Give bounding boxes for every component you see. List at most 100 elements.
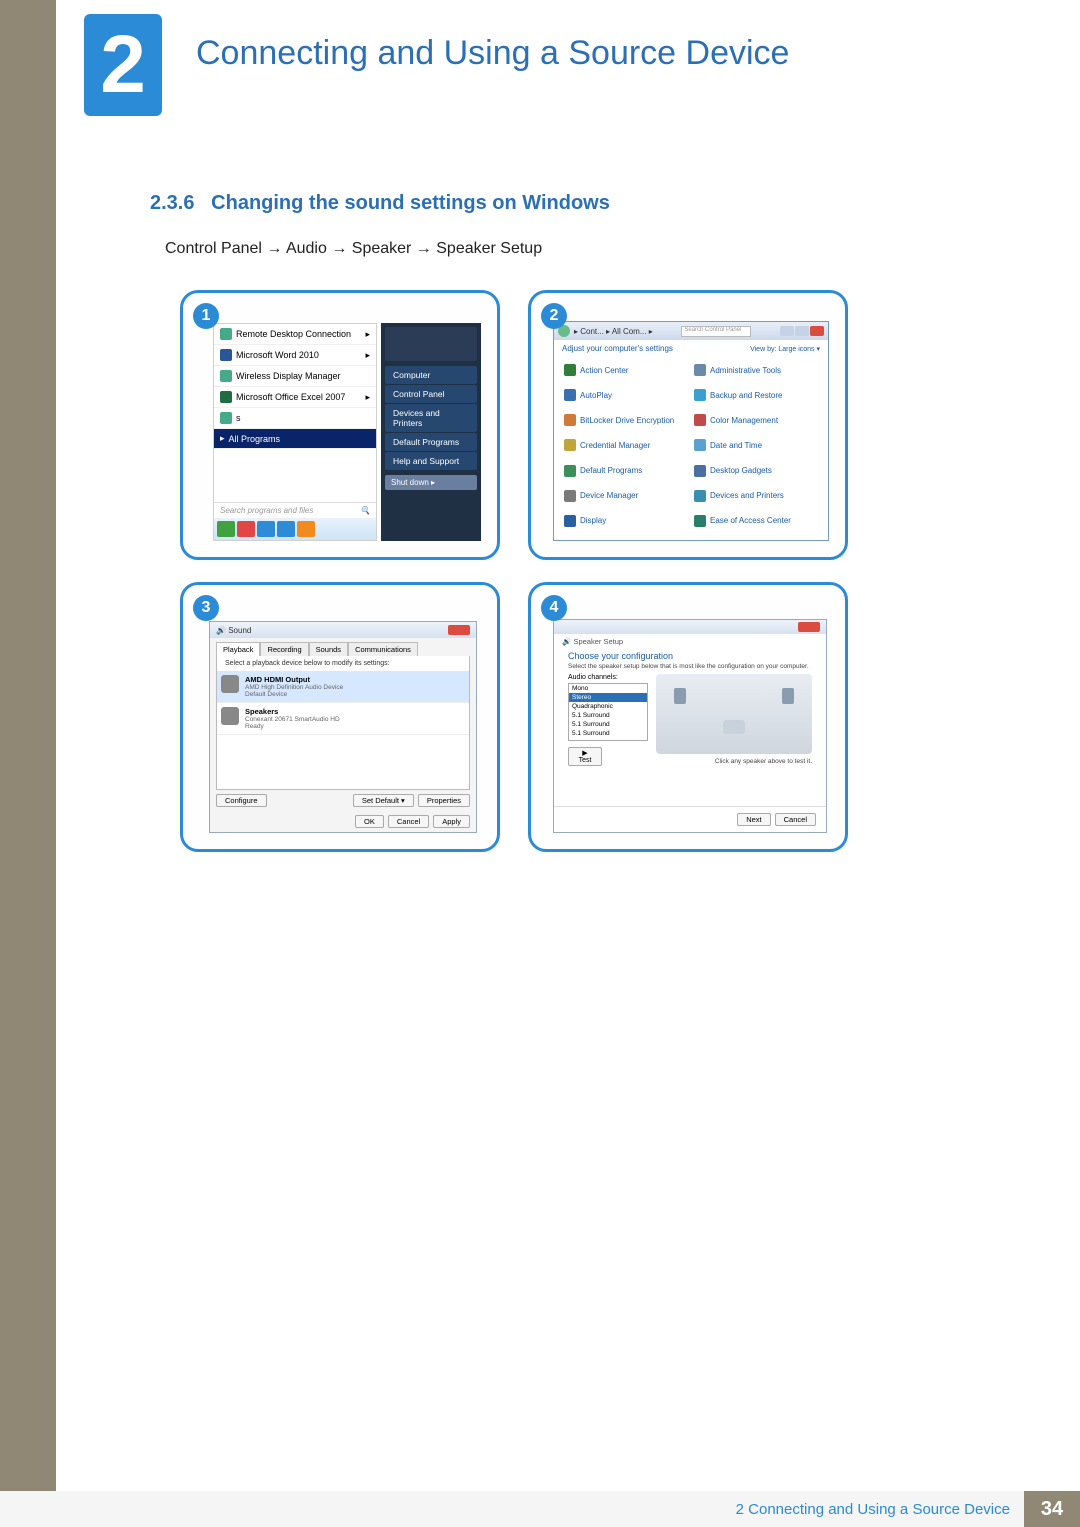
- wizard-heading: Choose your configuration: [554, 649, 826, 663]
- control-panel-item[interactable]: Date and Time: [694, 434, 818, 456]
- control-panel-item[interactable]: Backup and Restore: [694, 384, 818, 406]
- section-name: Changing the sound settings on Windows: [211, 192, 610, 214]
- search-placeholder: Search programs and files: [220, 506, 313, 515]
- start-menu-item[interactable]: Microsoft Office Excel 2007▸: [214, 387, 376, 408]
- test-button[interactable]: ▶ Test: [568, 747, 602, 766]
- control-panel-item[interactable]: BitLocker Drive Encryption: [564, 409, 688, 431]
- panel-start-menu: 1 Remote Desktop Connection▸Microsoft Wo…: [180, 290, 500, 560]
- playback-device[interactable]: AMD HDMI OutputAMD High Definition Audio…: [217, 671, 469, 703]
- control-panel-item[interactable]: Administrative Tools: [694, 359, 818, 381]
- page-footer: 2 Connecting and Using a Source Device 3…: [0, 1491, 1080, 1527]
- taskbar-icon[interactable]: [257, 521, 275, 537]
- cp-icon: [564, 490, 576, 502]
- cancel-button[interactable]: Cancel: [388, 815, 429, 828]
- cp-label: Ease of Access Center: [710, 516, 791, 525]
- chevron-right-icon: ▸: [365, 329, 370, 340]
- channel-option[interactable]: Quadraphonic: [569, 702, 647, 711]
- cp-icon: [694, 389, 706, 401]
- apply-button[interactable]: Apply: [433, 815, 470, 828]
- start-right-item[interactable]: Default Programs: [385, 433, 477, 451]
- control-panel-item[interactable]: Desktop Gadgets: [694, 460, 818, 482]
- cp-icon: [564, 364, 576, 376]
- channels-listbox[interactable]: MonoStereoQuadraphonic5.1 Surround5.1 Su…: [568, 683, 648, 741]
- set-default-button[interactable]: Set Default ▾: [353, 794, 414, 807]
- ok-button[interactable]: OK: [355, 815, 384, 828]
- tab-communications[interactable]: Communications: [348, 642, 418, 656]
- channel-option[interactable]: Stereo: [569, 693, 647, 702]
- next-button[interactable]: Next: [737, 813, 770, 826]
- panel-sound-dialog: 3 🔊 Sound PlaybackRecordingSoundsCommuni…: [180, 582, 500, 852]
- cp-label: Credential Manager: [580, 441, 650, 450]
- all-programs-label: All Programs: [229, 434, 281, 444]
- start-menu-item[interactable]: Microsoft Word 2010▸: [214, 345, 376, 366]
- control-panel-item[interactable]: Device Manager: [564, 485, 688, 507]
- control-panel-item[interactable]: Credential Manager: [564, 434, 688, 456]
- taskbar-icon[interactable]: [297, 521, 315, 537]
- configure-button[interactable]: Configure: [216, 794, 267, 807]
- channel-option[interactable]: 5.1 Surround: [569, 729, 647, 738]
- cp-icon: [694, 439, 706, 451]
- close-icon[interactable]: [810, 326, 824, 336]
- taskbar-icon[interactable]: [237, 521, 255, 537]
- tab-sounds[interactable]: Sounds: [309, 642, 348, 656]
- chevron-right-icon: ▸: [220, 433, 225, 444]
- section-title: 2.3.6 Changing the sound settings on Win…: [150, 192, 610, 215]
- start-right-item[interactable]: Devices and Printers: [385, 404, 477, 432]
- search-box[interactable]: Search Control Panel: [681, 326, 751, 337]
- titlebar: [554, 620, 826, 634]
- device-desc: AMD High Definition Audio Device: [245, 684, 343, 691]
- tab-recording[interactable]: Recording: [260, 642, 308, 656]
- cp-icon: [694, 490, 706, 502]
- taskbar-icon[interactable]: [217, 521, 235, 537]
- panel-number: 2: [541, 303, 567, 329]
- search-icon: 🔍: [360, 506, 370, 515]
- all-programs[interactable]: ▸ All Programs: [214, 429, 376, 449]
- tab-playback[interactable]: Playback: [216, 642, 260, 656]
- speaker-setup-window: 🔊 Speaker Setup Choose your configuratio…: [553, 619, 827, 833]
- cp-icon: [564, 414, 576, 426]
- panel-number: 4: [541, 595, 567, 621]
- panel-speaker-setup: 4 🔊 Speaker Setup Choose your configurat…: [528, 582, 848, 852]
- breadcrumb: Control Panel → Audio → Speaker → Speake…: [165, 240, 542, 258]
- start-right-item[interactable]: Help and Support: [385, 452, 477, 470]
- start-menu-item[interactable]: Wireless Display Manager: [214, 366, 376, 387]
- wizard-hint: Select the speaker setup below that is m…: [554, 663, 826, 674]
- control-panel-item[interactable]: Color Management: [694, 409, 818, 431]
- control-panel-item[interactable]: Devices and Printers: [694, 485, 818, 507]
- cp-label: Administrative Tools: [710, 366, 781, 375]
- device-name: AMD HDMI Output: [245, 675, 343, 684]
- taskbar-icon[interactable]: [277, 521, 295, 537]
- device-icon: [221, 707, 239, 725]
- control-panel-item[interactable]: AutoPlay: [564, 384, 688, 406]
- start-right-item[interactable]: Computer: [385, 366, 477, 384]
- playback-device[interactable]: SpeakersConexant 20671 SmartAudio HDRead…: [217, 703, 469, 735]
- properties-button[interactable]: Properties: [418, 794, 470, 807]
- search-input[interactable]: Search programs and files 🔍: [214, 502, 376, 518]
- channel-option[interactable]: Mono: [569, 684, 647, 693]
- control-panel-grid: Action Center Administrative Tools AutoPla…: [554, 357, 828, 540]
- control-panel-item[interactable]: Display: [564, 510, 688, 532]
- device-status: Ready: [245, 723, 340, 730]
- channel-option[interactable]: 5.1 Surround: [569, 711, 647, 720]
- start-menu-item[interactable]: s: [214, 408, 376, 429]
- minimize-icon[interactable]: [780, 326, 794, 336]
- start-menu-right: ComputerControl PanelDevices and Printer…: [381, 323, 481, 541]
- control-panel-item[interactable]: Ease of Access Center: [694, 510, 818, 532]
- close-icon[interactable]: [448, 625, 470, 635]
- speaker-diagram: [656, 674, 812, 754]
- control-panel-item[interactable]: Default Programs: [564, 460, 688, 482]
- maximize-icon[interactable]: [795, 326, 809, 336]
- control-panel-item[interactable]: Action Center: [564, 359, 688, 381]
- view-by-dropdown[interactable]: View by: Large icons ▾: [750, 345, 820, 353]
- speaker-right-icon[interactable]: [782, 688, 794, 704]
- shutdown-button[interactable]: Shut down ▸: [385, 475, 477, 490]
- start-menu-item[interactable]: Remote Desktop Connection▸: [214, 324, 376, 345]
- speaker-left-icon[interactable]: [674, 688, 686, 704]
- app-label: Microsoft Office Excel 2007: [236, 392, 345, 402]
- channel-option[interactable]: 5.1 Surround: [569, 720, 647, 729]
- taskbar: [214, 518, 376, 540]
- close-icon[interactable]: [798, 622, 820, 632]
- start-right-item[interactable]: Control Panel: [385, 385, 477, 403]
- address-crumb[interactable]: ▸ Cont... ▸ All Com... ▸: [574, 327, 653, 336]
- cancel-button[interactable]: Cancel: [775, 813, 816, 826]
